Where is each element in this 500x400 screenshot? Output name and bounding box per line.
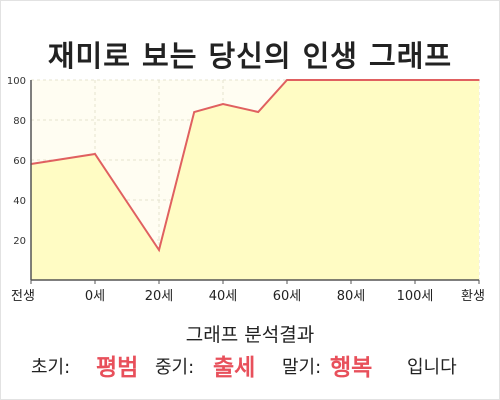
analysis-summary: 초기: 평범 중기: 출세 말기: 행복 입니다 — [0, 347, 500, 383]
life-area-fill — [31, 80, 479, 280]
x-tick-label: 20세 — [145, 289, 174, 304]
life-data-point — [193, 111, 195, 113]
early-value: 평범 — [96, 355, 139, 381]
late-label: 말기: — [282, 357, 322, 378]
analysis-ending: 입니다 — [407, 357, 457, 378]
x-tick-label: 40세 — [209, 289, 238, 304]
life-data-point — [286, 79, 288, 81]
y-tick-label: 100 — [7, 76, 26, 87]
life-data-point — [94, 153, 96, 155]
y-tick-label: 80 — [13, 116, 26, 127]
x-tick-label: 100세 — [397, 289, 434, 304]
life-data-point — [350, 79, 352, 81]
mid-value: 출세 — [213, 355, 256, 381]
x-tick-label: 전생 — [11, 289, 35, 304]
page-title: 재미로 보는 당신의 인생 그래프 — [47, 39, 453, 73]
late-value: 행복 — [330, 355, 373, 381]
x-tick-label: 80세 — [337, 289, 366, 304]
y-tick-label: 40 — [13, 196, 26, 207]
x-tick-label: 0세 — [85, 289, 105, 304]
life-data-point — [126, 201, 128, 203]
x-tick-label: 환생 — [461, 289, 485, 304]
y-tick-label: 60 — [13, 156, 26, 167]
y-tick-label: 20 — [13, 236, 26, 247]
life-data-point — [478, 79, 480, 81]
life-data-point — [222, 103, 224, 105]
mid-label: 중기: — [155, 357, 195, 378]
life-data-point — [414, 79, 416, 81]
life-data-point — [158, 249, 160, 251]
early-label: 초기: — [31, 357, 71, 378]
analysis-title: 그래프 분석결과 — [185, 324, 315, 346]
life-data-point — [257, 111, 260, 113]
x-tick-label: 60세 — [273, 289, 302, 304]
